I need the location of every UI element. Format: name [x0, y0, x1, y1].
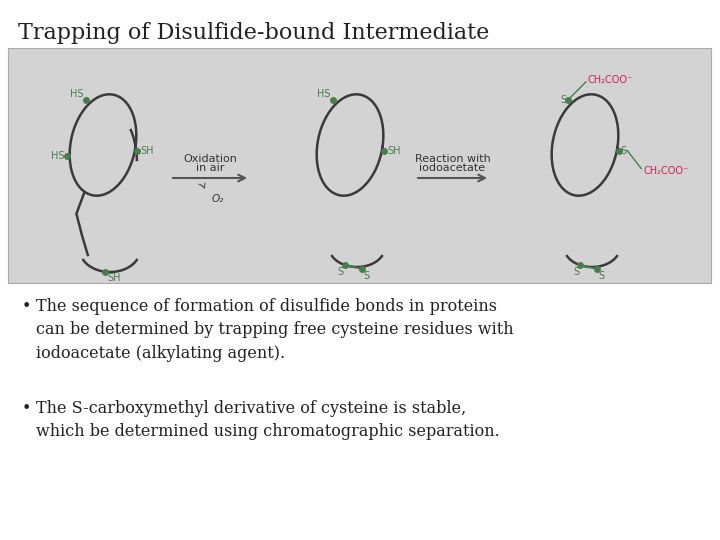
Text: SH: SH [387, 145, 401, 156]
Text: HS: HS [71, 89, 84, 99]
Text: iodoacetate: iodoacetate [420, 163, 485, 173]
Text: CH₂COO⁻: CH₂COO⁻ [643, 165, 688, 176]
Text: S: S [338, 267, 344, 277]
Text: The sequence of formation of disulfide bonds in proteins
can be determined by tr: The sequence of formation of disulfide b… [36, 298, 513, 362]
Text: in air: in air [196, 163, 224, 173]
Text: S: S [598, 271, 604, 281]
Text: HS: HS [51, 151, 65, 161]
Text: S: S [620, 145, 626, 156]
Text: Oxidation: Oxidation [183, 154, 237, 164]
Text: SH: SH [140, 145, 153, 156]
Text: •: • [22, 400, 32, 417]
Text: O₂: O₂ [212, 194, 224, 204]
Bar [8, 48, 711, 283]
Text: •: • [22, 298, 32, 315]
Text: Reaction with: Reaction with [415, 154, 490, 164]
Text: S: S [573, 267, 579, 277]
Text: CH₂COO⁻: CH₂COO⁻ [588, 75, 633, 85]
Text: SH: SH [107, 273, 120, 283]
Text: The S-carboxymethyl derivative of cysteine is stable,
which be determined using : The S-carboxymethyl derivative of cystei… [36, 400, 500, 441]
Text: HS: HS [318, 89, 331, 99]
Text: S: S [561, 95, 567, 105]
Text: Trapping of Disulfide-bound Intermediate: Trapping of Disulfide-bound Intermediate [18, 22, 490, 44]
Text: S: S [363, 271, 369, 281]
